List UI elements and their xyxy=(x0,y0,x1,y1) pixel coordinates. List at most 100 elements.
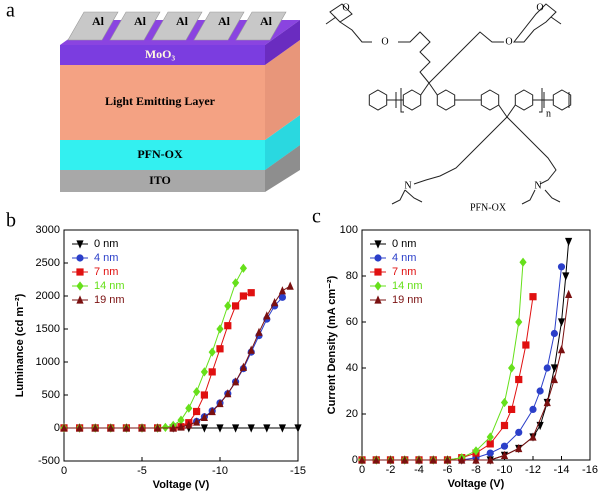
marker xyxy=(169,423,177,432)
x-axis-label: Voltage (V) xyxy=(153,479,210,491)
legend-marker xyxy=(76,281,84,291)
marker xyxy=(508,405,516,413)
marker xyxy=(239,362,247,371)
series-line xyxy=(64,296,283,429)
marker xyxy=(224,322,232,330)
marker xyxy=(247,289,255,297)
series-line xyxy=(362,296,534,461)
y-tick-label: 80 xyxy=(346,270,358,282)
marker xyxy=(500,442,509,450)
marker xyxy=(372,455,380,464)
marker xyxy=(557,263,566,271)
atom-label: N xyxy=(404,180,411,191)
series-line xyxy=(64,292,252,429)
marker xyxy=(386,455,395,464)
x-tick-label: -10 xyxy=(212,465,228,477)
marker xyxy=(200,412,208,422)
y-tick-label: 1500 xyxy=(36,323,60,335)
repeat-label: n xyxy=(546,108,551,119)
x-tick-label: -16 xyxy=(582,464,598,476)
electrode-label: Al xyxy=(134,14,147,28)
marker xyxy=(286,281,294,290)
marker xyxy=(557,345,566,354)
series-line xyxy=(362,294,570,461)
marker xyxy=(216,398,224,408)
x-tick-label: 0 xyxy=(61,465,67,477)
y-tick-label: -500 xyxy=(38,455,60,467)
marker xyxy=(500,421,509,430)
marker xyxy=(278,286,286,295)
y-axis-label: Luminance (cd m⁻²) xyxy=(14,293,26,397)
marker xyxy=(519,257,527,267)
marker xyxy=(515,375,523,384)
marker xyxy=(193,407,201,416)
marker xyxy=(550,364,558,373)
electrode-label: Al xyxy=(218,14,231,28)
legend-marker xyxy=(374,268,382,276)
legend-marker xyxy=(374,281,382,291)
marker xyxy=(239,263,247,273)
device-diagram: Al Al Al Al Al MoO₃ Light Emitting Layer… xyxy=(60,11,300,192)
marker xyxy=(278,424,286,433)
marker xyxy=(508,363,516,373)
marker xyxy=(458,455,466,464)
legend-label: 14 nm xyxy=(94,280,125,292)
marker xyxy=(486,432,494,442)
y-tick-label: 0 xyxy=(352,454,358,466)
y-tick-label: 3000 xyxy=(36,224,60,236)
marker xyxy=(500,397,509,408)
marker xyxy=(247,345,255,354)
legend-label: 4 nm xyxy=(392,252,416,264)
marker xyxy=(536,387,544,395)
marker xyxy=(224,301,232,311)
layer-label: ITO xyxy=(149,173,171,187)
electrode-label: Al xyxy=(260,14,273,28)
marker xyxy=(443,455,452,464)
marker xyxy=(154,423,162,432)
plot-frame xyxy=(63,229,299,462)
marker xyxy=(543,364,551,372)
x-tick-label: -4 xyxy=(414,464,424,476)
legend-label: 19 nm xyxy=(392,294,423,306)
marker xyxy=(185,403,193,413)
marker xyxy=(255,327,263,336)
y-tick-label: 40 xyxy=(346,362,358,374)
marker xyxy=(472,446,480,456)
legend-label: 19 nm xyxy=(94,294,125,306)
marker xyxy=(263,311,271,320)
marker xyxy=(263,424,271,433)
y-tick-label: 500 xyxy=(42,389,60,401)
atom-label: O xyxy=(342,2,349,13)
legend-label: 7 nm xyxy=(94,266,118,278)
y-tick-label: 0 xyxy=(54,422,60,434)
atom-label: O xyxy=(381,36,388,47)
marker xyxy=(415,455,423,464)
marker xyxy=(161,422,169,432)
x-tick-label: -10 xyxy=(497,464,513,476)
legend-label: 7 nm xyxy=(392,266,416,278)
marker xyxy=(550,329,558,338)
x-tick-label: -14 xyxy=(554,464,570,476)
x-axis-label: Voltage (V) xyxy=(448,478,505,490)
marker xyxy=(185,420,193,429)
marker xyxy=(91,423,99,432)
marker xyxy=(239,292,247,300)
marker xyxy=(122,423,130,432)
x-tick-label: 0 xyxy=(359,464,365,476)
legend-label: 0 nm xyxy=(94,238,118,250)
compound-name: PFN-OX xyxy=(470,202,507,213)
marker xyxy=(515,317,523,327)
marker xyxy=(138,423,146,432)
atom-label: N xyxy=(534,180,541,191)
layer-label: MoO₃ xyxy=(145,47,176,61)
marker xyxy=(550,374,558,384)
chemical-structure: O O O O N N n PFN-OX xyxy=(325,2,572,213)
legend-marker xyxy=(374,254,382,262)
legend-marker xyxy=(374,295,382,304)
marker xyxy=(401,455,409,464)
legend-label: 0 nm xyxy=(392,238,416,250)
marker xyxy=(224,389,232,398)
legend-marker xyxy=(76,240,84,249)
panel-label: c xyxy=(312,206,321,228)
